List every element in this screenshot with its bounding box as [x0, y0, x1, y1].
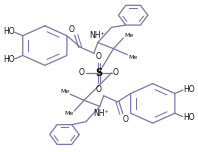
Text: O: O — [79, 68, 85, 78]
Text: HO: HO — [183, 113, 195, 122]
Text: S: S — [95, 68, 102, 78]
Text: Me: Me — [64, 111, 73, 116]
Text: O: O — [96, 52, 102, 61]
Text: HO: HO — [3, 55, 14, 64]
Text: Me: Me — [128, 55, 137, 60]
Text: O: O — [123, 115, 129, 124]
Text: NH⁺: NH⁺ — [89, 31, 105, 40]
Text: O: O — [96, 85, 102, 94]
Text: HO: HO — [183, 85, 195, 94]
Text: HO: HO — [3, 27, 14, 36]
Text: NH⁺: NH⁺ — [93, 109, 109, 118]
Text: O: O — [113, 68, 119, 78]
Text: O: O — [69, 25, 75, 34]
Text: Me: Me — [124, 33, 133, 38]
Text: Me: Me — [60, 89, 69, 94]
